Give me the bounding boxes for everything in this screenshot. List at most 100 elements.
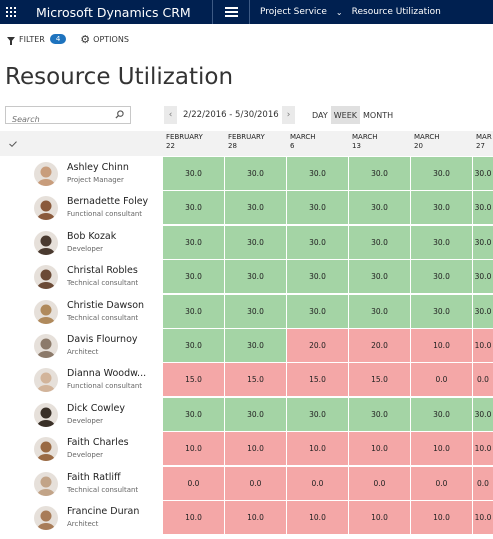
utilization-cell[interactable]: 30.0 <box>473 260 493 294</box>
utilization-cell[interactable]: 30.0 <box>287 294 348 328</box>
utilization-cell[interactable]: 30.0 <box>411 294 472 328</box>
nav-page-resource-utilization[interactable]: Resource Utilization <box>351 7 441 17</box>
utilization-cell[interactable]: 30.0 <box>287 157 348 190</box>
utilization-cell[interactable]: 10.0 <box>411 329 472 362</box>
resource-row[interactable]: Faith Ratliff Technical consultant 0.0 0.0 0… <box>0 466 493 501</box>
resource-name[interactable]: Davis Flournoy <box>67 334 138 345</box>
utilization-cell[interactable]: 10.0 <box>225 432 286 466</box>
nav-area-project-service[interactable]: Project Service <box>260 7 327 17</box>
utilization-cell[interactable]: 30.0 <box>349 397 410 431</box>
utilization-cell[interactable]: 0.0 <box>473 363 493 397</box>
menu-icon[interactable] <box>213 0 249 24</box>
utilization-cell[interactable]: 30.0 <box>411 260 472 294</box>
utilization-cell[interactable]: 10.0 <box>225 501 286 534</box>
filter-button[interactable]: FILTER 4 <box>7 34 67 45</box>
utilization-cell[interactable]: 20.0 <box>287 329 348 362</box>
utilization-cell[interactable]: 30.0 <box>349 260 410 294</box>
view-day-button[interactable]: DAY <box>312 110 328 120</box>
resource-row[interactable]: Davis Flournoy Architect 30.0 30.0 20.0 20.0 1… <box>0 329 493 363</box>
utilization-cell[interactable]: 30.0 <box>225 157 286 190</box>
utilization-cell[interactable]: 30.0 <box>473 225 493 259</box>
utilization-cell[interactable]: 10.0 <box>163 432 224 466</box>
chevron-down-icon[interactable]: ⌄ <box>335 7 343 17</box>
utilization-cell[interactable]: 30.0 <box>411 397 472 431</box>
utilization-cell[interactable]: 30.0 <box>225 191 286 225</box>
utilization-cell[interactable]: 30.0 <box>411 157 472 190</box>
utilization-cell[interactable]: 10.0 <box>473 329 493 362</box>
resource-row[interactable]: Dianna Woodw... Functional consultant 15.0… <box>0 363 493 397</box>
view-month-button[interactable]: MONTH <box>363 110 394 120</box>
search-icon[interactable] <box>115 110 124 119</box>
utilization-cell[interactable]: 10.0 <box>287 432 348 466</box>
utilization-cell[interactable]: 30.0 <box>349 225 410 259</box>
utilization-cell[interactable]: 0.0 <box>225 466 286 500</box>
utilization-cell[interactable]: 10.0 <box>411 432 472 466</box>
utilization-cell[interactable]: 30.0 <box>473 157 493 190</box>
resource-row[interactable]: Faith Charles Developer 10.0 10.0 10.0 10.0 10… <box>0 432 493 466</box>
utilization-cell[interactable]: 30.0 <box>163 157 224 190</box>
utilization-cell[interactable]: 30.0 <box>163 225 224 259</box>
utilization-cell[interactable]: 30.0 <box>349 294 410 328</box>
resource-name[interactable]: Ashley Chinn <box>67 162 129 173</box>
utilization-cell[interactable]: 30.0 <box>163 329 224 362</box>
utilization-cell[interactable]: 30.0 <box>473 294 493 328</box>
utilization-cell[interactable]: 0.0 <box>411 466 472 500</box>
utilization-cell[interactable]: 30.0 <box>225 397 286 431</box>
resource-name[interactable]: Christie Dawson <box>67 299 145 311</box>
utilization-cell[interactable]: 10.0 <box>163 501 224 534</box>
utilization-cell[interactable]: 30.0 <box>163 397 224 431</box>
utilization-cell[interactable]: 30.0 <box>163 191 224 225</box>
next-period-button[interactable]: › <box>282 106 295 124</box>
utilization-cell[interactable]: 30.0 <box>411 225 472 259</box>
resource-row[interactable]: Ashley Chinn Project Manager 30.0 30.0 30.0 3… <box>0 157 493 191</box>
utilization-cell[interactable]: 0.0 <box>163 466 224 500</box>
resource-row[interactable]: Christal Robles Technical consultant 30.0 3… <box>0 260 493 294</box>
utilization-cell[interactable]: 30.0 <box>225 260 286 294</box>
search-input[interactable] <box>6 111 106 128</box>
resource-row[interactable]: Dick Cowley Developer 30.0 30.0 30.0 30.0 30.0… <box>0 397 493 432</box>
utilization-cell[interactable]: 30.0 <box>225 294 286 328</box>
resource-name[interactable]: Faith Charles <box>67 437 129 449</box>
app-launcher-icon[interactable] <box>0 0 22 24</box>
utilization-cell[interactable]: 30.0 <box>287 191 348 225</box>
select-all-check-icon[interactable] <box>9 141 17 147</box>
options-button[interactable]: ⚙ OPTIONS <box>80 34 129 45</box>
resource-row[interactable]: Christie Dawson Technical consultant 30.0 3… <box>0 294 493 329</box>
resource-name[interactable]: Christal Robles <box>67 265 138 277</box>
utilization-cell[interactable]: 15.0 <box>287 363 348 397</box>
resource-name[interactable]: Faith Ratliff <box>67 471 121 483</box>
utilization-cell[interactable]: 15.0 <box>225 363 286 397</box>
utilization-cell[interactable]: 30.0 <box>349 191 410 225</box>
utilization-cell[interactable]: 30.0 <box>225 225 286 259</box>
utilization-cell[interactable]: 30.0 <box>287 225 348 259</box>
resource-row[interactable]: Francine Duran Architect 10.0 10.0 10.0 10.0 1… <box>0 501 493 535</box>
utilization-cell[interactable]: 15.0 <box>349 363 410 397</box>
utilization-cell[interactable]: 30.0 <box>287 260 348 294</box>
resource-name[interactable]: Bernadette Foley <box>67 196 149 208</box>
utilization-cell[interactable]: 30.0 <box>163 260 224 294</box>
search-box[interactable] <box>5 106 131 128</box>
resource-name[interactable]: Dick Cowley <box>67 402 126 414</box>
resource-row[interactable]: Bob Kozak Developer 30.0 30.0 30.0 30.0 30.0 30… <box>0 225 493 260</box>
view-week-button[interactable]: WEEK <box>330 106 361 124</box>
utilization-cell[interactable]: 10.0 <box>411 501 472 534</box>
utilization-cell[interactable]: 30.0 <box>349 157 410 190</box>
utilization-cell[interactable]: 30.0 <box>225 329 286 362</box>
previous-period-button[interactable]: ‹ <box>164 106 177 124</box>
utilization-cell[interactable]: 0.0 <box>473 466 493 500</box>
resource-name[interactable]: Francine Duran <box>67 506 140 517</box>
resource-row[interactable]: Bernadette Foley Functional consultant 30.… <box>0 191 493 225</box>
utilization-cell[interactable]: 15.0 <box>163 363 224 397</box>
utilization-cell[interactable]: 30.0 <box>411 191 472 225</box>
utilization-cell[interactable]: 0.0 <box>411 363 472 397</box>
utilization-cell[interactable]: 10.0 <box>473 432 493 466</box>
utilization-cell[interactable]: 10.0 <box>349 501 410 534</box>
resource-name[interactable]: Bob Kozak <box>67 230 117 242</box>
utilization-cell[interactable]: 30.0 <box>473 397 493 431</box>
utilization-cell[interactable]: 10.0 <box>287 501 348 534</box>
utilization-cell[interactable]: 10.0 <box>473 501 493 534</box>
utilization-cell[interactable]: 0.0 <box>349 466 410 500</box>
utilization-cell[interactable]: 20.0 <box>349 329 410 362</box>
utilization-cell[interactable]: 0.0 <box>287 466 348 500</box>
utilization-cell[interactable]: 30.0 <box>473 191 493 225</box>
